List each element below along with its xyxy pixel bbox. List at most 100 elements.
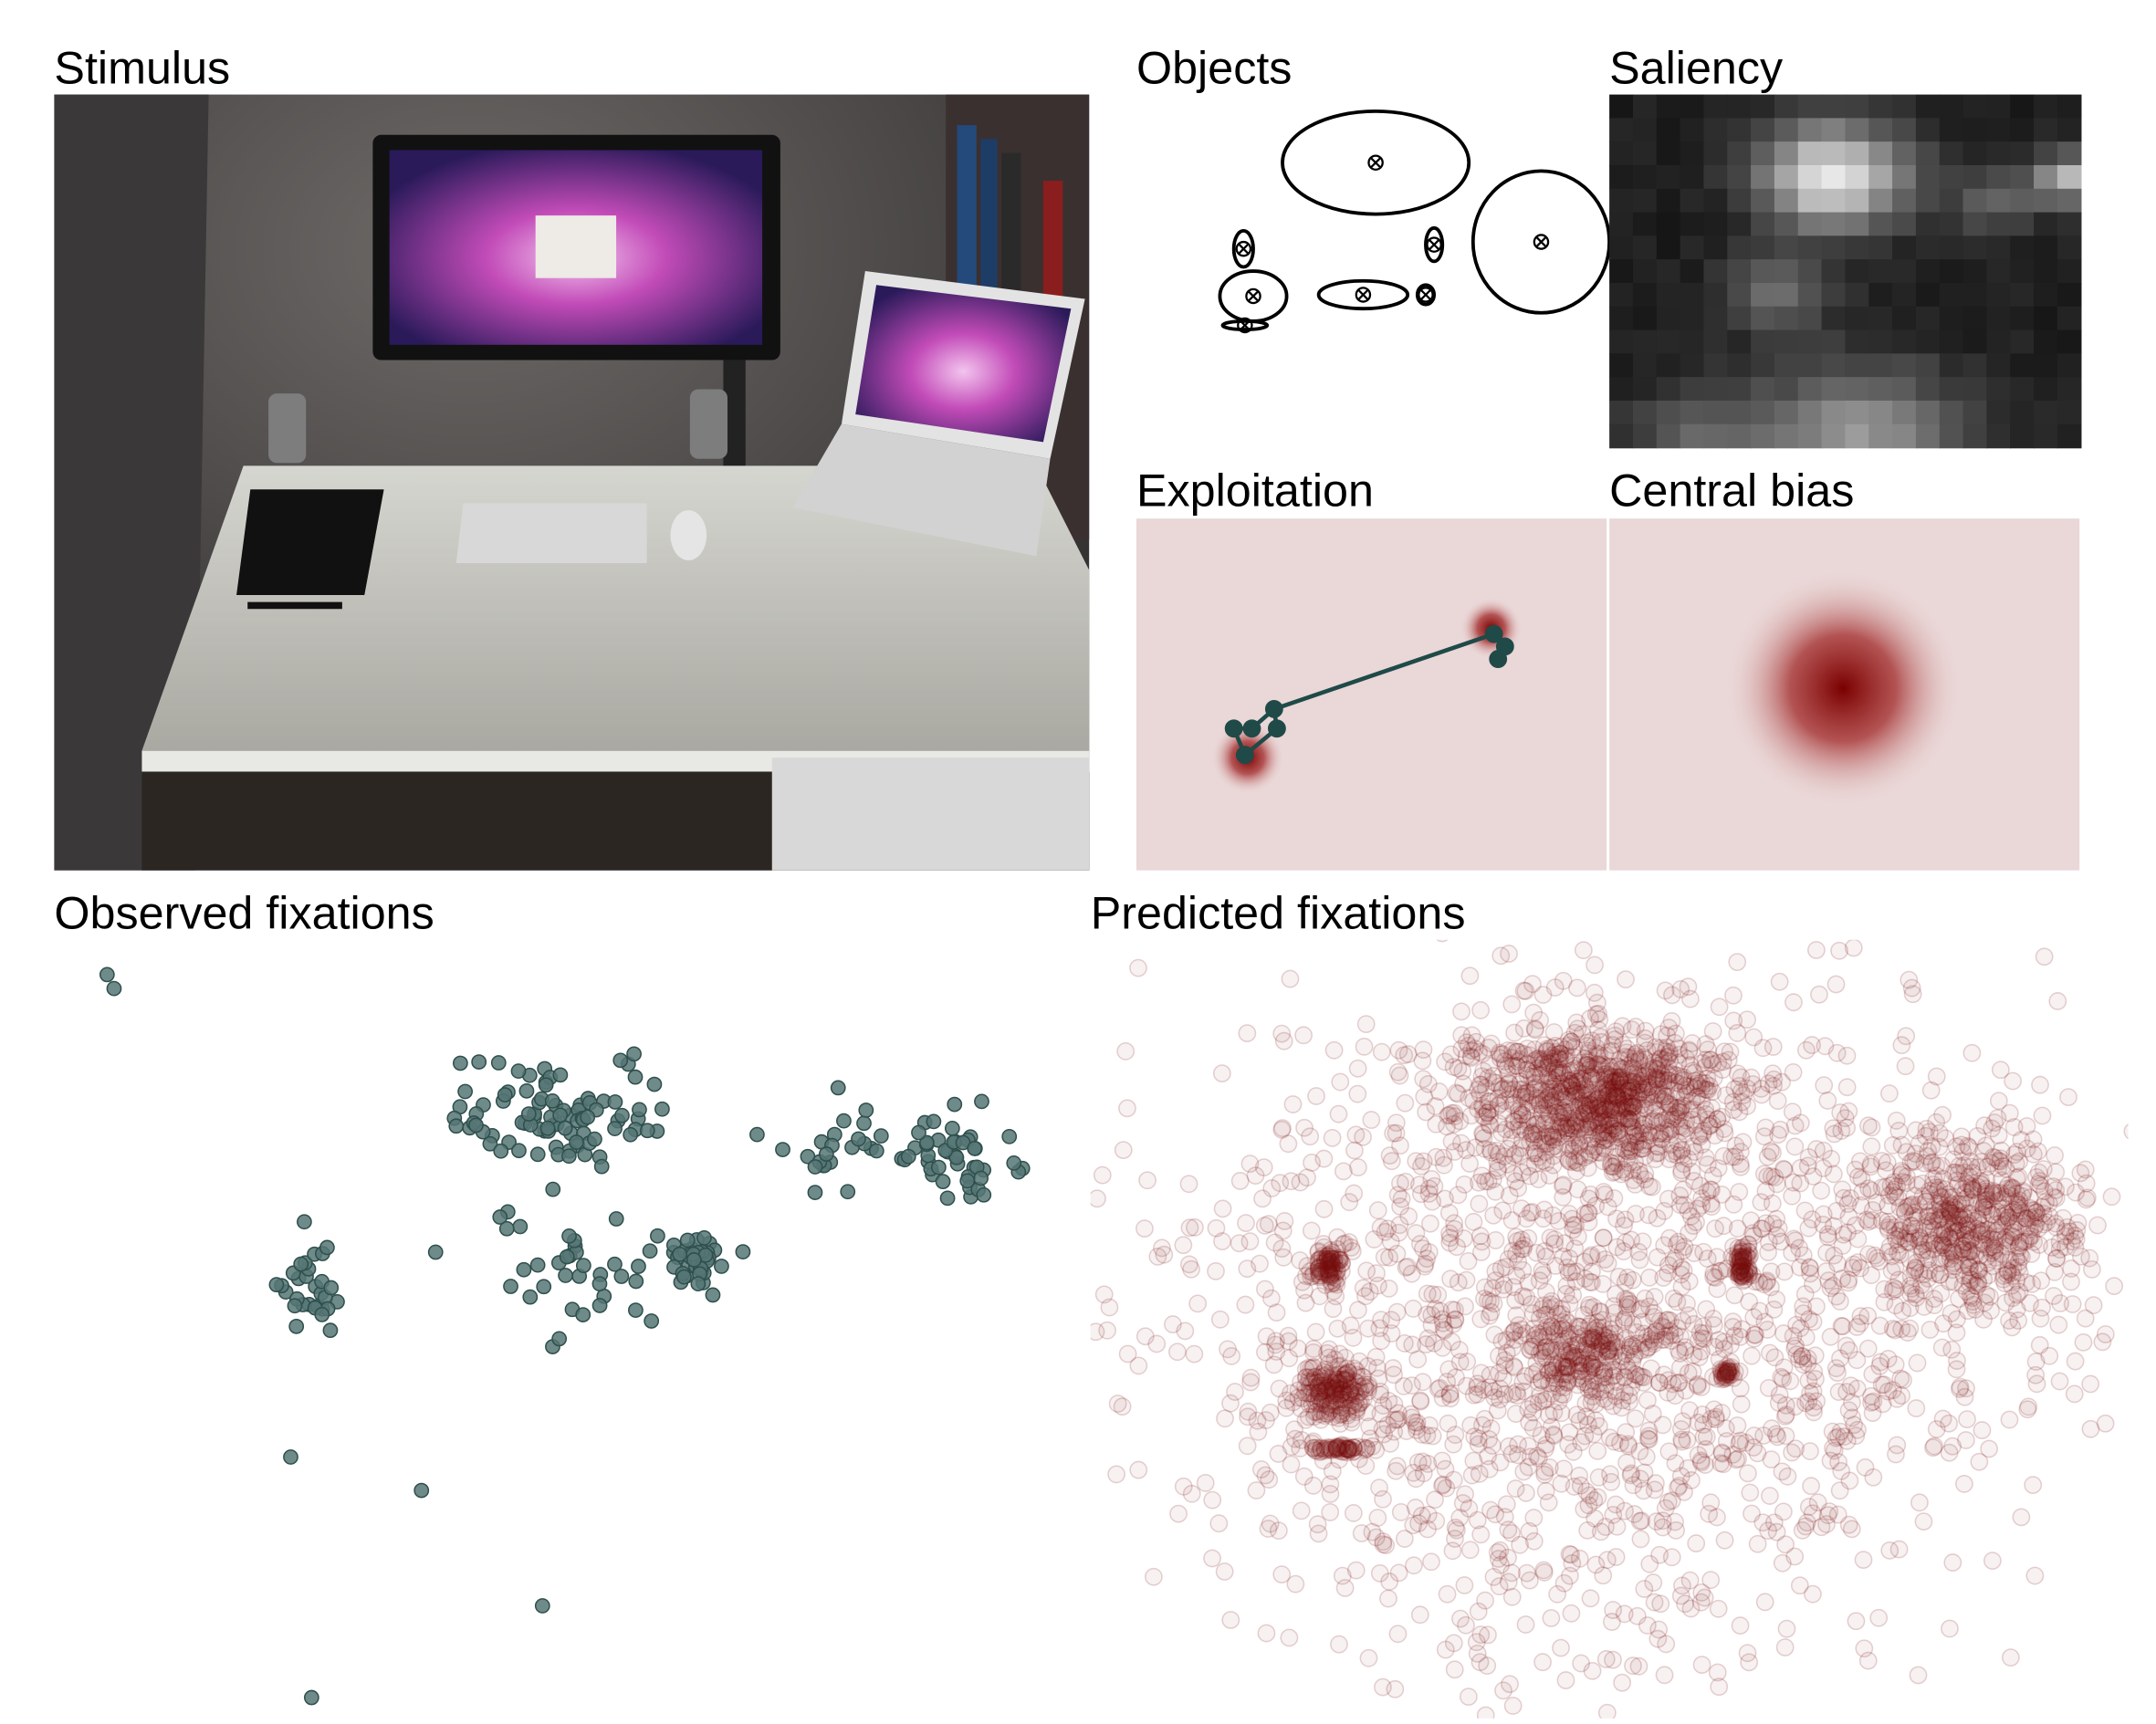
predicted-fixation <box>1445 1103 1464 1123</box>
predicted-fixation <box>1182 1484 1201 1503</box>
predicted-fixation <box>1762 1450 1781 1468</box>
predicted-fixation <box>1675 1482 1693 1501</box>
predicted-fixation <box>1294 1026 1313 1045</box>
predicted-fixation <box>1605 1297 1623 1316</box>
observed-fixations <box>99 966 1031 1706</box>
predicted-fixation <box>1855 1639 1874 1658</box>
predicted-fixation <box>1581 1186 1600 1204</box>
predicted-fixation <box>1345 1184 1364 1203</box>
predicted-fixation <box>1862 1137 1881 1156</box>
predicted-fixation <box>1107 1465 1126 1484</box>
predicted-fixation <box>2076 1309 2095 1328</box>
predicted-fixation <box>1961 1249 1979 1268</box>
predicted-fixation <box>1888 1436 1907 1455</box>
predicted-fixation <box>1630 1250 1649 1269</box>
observed-fixation <box>293 1256 309 1272</box>
predicted-fixation <box>1439 1106 1458 1125</box>
predicted-fixation <box>1783 1102 1802 1122</box>
predicted-fixation <box>1964 1295 1983 1314</box>
predicted-fixation <box>1513 1239 1533 1259</box>
predicted-fixation <box>1439 1204 1459 1222</box>
panel-title: Saliency <box>1609 41 1784 93</box>
predicted-fixation <box>1976 1136 1995 1155</box>
predicted-fixation <box>1601 1465 1619 1484</box>
predicted-fixation <box>1671 1265 1690 1284</box>
predicted-fixation <box>1230 1172 1250 1190</box>
saliency-cell <box>2010 212 2035 237</box>
predicted-fixation <box>1831 1349 1849 1368</box>
saliency-cell <box>2057 282 2082 308</box>
predicted-fixation <box>1835 1188 1853 1207</box>
predicted-fixation <box>1702 1197 1722 1217</box>
predicted-fixation <box>1509 1178 1528 1197</box>
predicted-fixation <box>1450 1509 1470 1527</box>
predicted-fixation <box>2084 1296 2103 1315</box>
predicted-fixation <box>1795 1285 1815 1303</box>
predicted-fixation <box>1414 1040 1433 1060</box>
predicted-fixation <box>1523 1418 1543 1437</box>
predicted-fixation <box>1450 1341 1469 1360</box>
predicted-fixation <box>1509 1316 1528 1334</box>
saliency-cell <box>1703 353 1729 378</box>
saliency-cell <box>1609 118 1634 142</box>
predicted-fixation <box>1640 1059 1659 1077</box>
predicted-fixation <box>1710 1677 1729 1697</box>
predicted-fixation <box>1878 1153 1897 1172</box>
predicted-fixation <box>1950 1156 1969 1175</box>
predicted-fixation <box>1884 1278 1903 1297</box>
predicted-fixation <box>1626 1409 1645 1428</box>
predicted-fixation <box>1887 1280 1905 1299</box>
predicted-fixation <box>1848 1253 1868 1272</box>
observed-fixation <box>696 1229 712 1246</box>
predicted-fixation <box>1706 1269 1725 1287</box>
predicted-fixation <box>1413 1239 1432 1258</box>
saliency-cell <box>1751 94 1775 120</box>
predicted-fixation <box>1775 1407 1795 1426</box>
predicted-fixation <box>1307 1087 1325 1105</box>
predicted-fixation <box>1837 1046 1857 1065</box>
predicted-fixation <box>1597 1703 1617 1719</box>
predicted-fixation <box>1723 1312 1743 1332</box>
predicted-fixation <box>1352 1393 1370 1412</box>
predicted-fixation <box>1417 1335 1436 1353</box>
saliency-cell <box>1609 188 1634 214</box>
predicted-fixation <box>1883 1135 1902 1155</box>
saliency-cell <box>1821 259 1847 284</box>
predicted-fixation <box>1817 1243 1837 1262</box>
predicted-fixation <box>1423 1426 1442 1446</box>
predicted-fixation <box>1630 1512 1649 1531</box>
predicted-fixation <box>1581 1272 1599 1291</box>
saliency-cell <box>1845 141 1870 166</box>
saliency-cell <box>1915 353 1941 378</box>
predicted-fixation <box>1955 1387 1974 1406</box>
predicted-fixation <box>1374 1489 1392 1509</box>
predicted-fixation <box>1528 1447 1546 1466</box>
predicted-fixation <box>1690 1127 1709 1146</box>
predicted-fixation <box>1902 1217 1921 1235</box>
predicted-fixation <box>1544 1403 1564 1422</box>
predicted-fixation <box>1770 972 1789 991</box>
predicted-fixation <box>1412 1506 1431 1525</box>
predicted-fixation <box>1433 1451 1451 1470</box>
predicted-fixation <box>1794 1297 1813 1316</box>
predicted-fixation <box>1533 1653 1552 1672</box>
observed-fixation <box>448 1118 465 1134</box>
predicted-fixation <box>1650 1374 1669 1392</box>
predicted-fixation <box>1710 1350 1729 1369</box>
predicted-fixation <box>1647 1322 1665 1341</box>
predicted-fixation <box>1769 1219 1788 1238</box>
predicted-fixation <box>1633 1232 1652 1251</box>
predicted-fixation <box>1676 1341 1695 1360</box>
predicted-fixation <box>1565 1478 1584 1496</box>
predicted-fixation <box>1352 1524 1371 1542</box>
observed-fixation <box>608 1211 624 1227</box>
observed-fixation <box>830 1080 846 1096</box>
predicted-fixation <box>1490 1364 1508 1383</box>
predicted-fixation <box>2081 1374 2100 1394</box>
predicted-fixation <box>1116 1041 1136 1061</box>
predicted-fixation <box>1238 1024 1257 1043</box>
predicted-fixation <box>1359 1648 1378 1667</box>
observed-fixation <box>560 1148 577 1165</box>
observed-fixation <box>482 1135 498 1152</box>
saliency-cell <box>1632 306 1658 331</box>
